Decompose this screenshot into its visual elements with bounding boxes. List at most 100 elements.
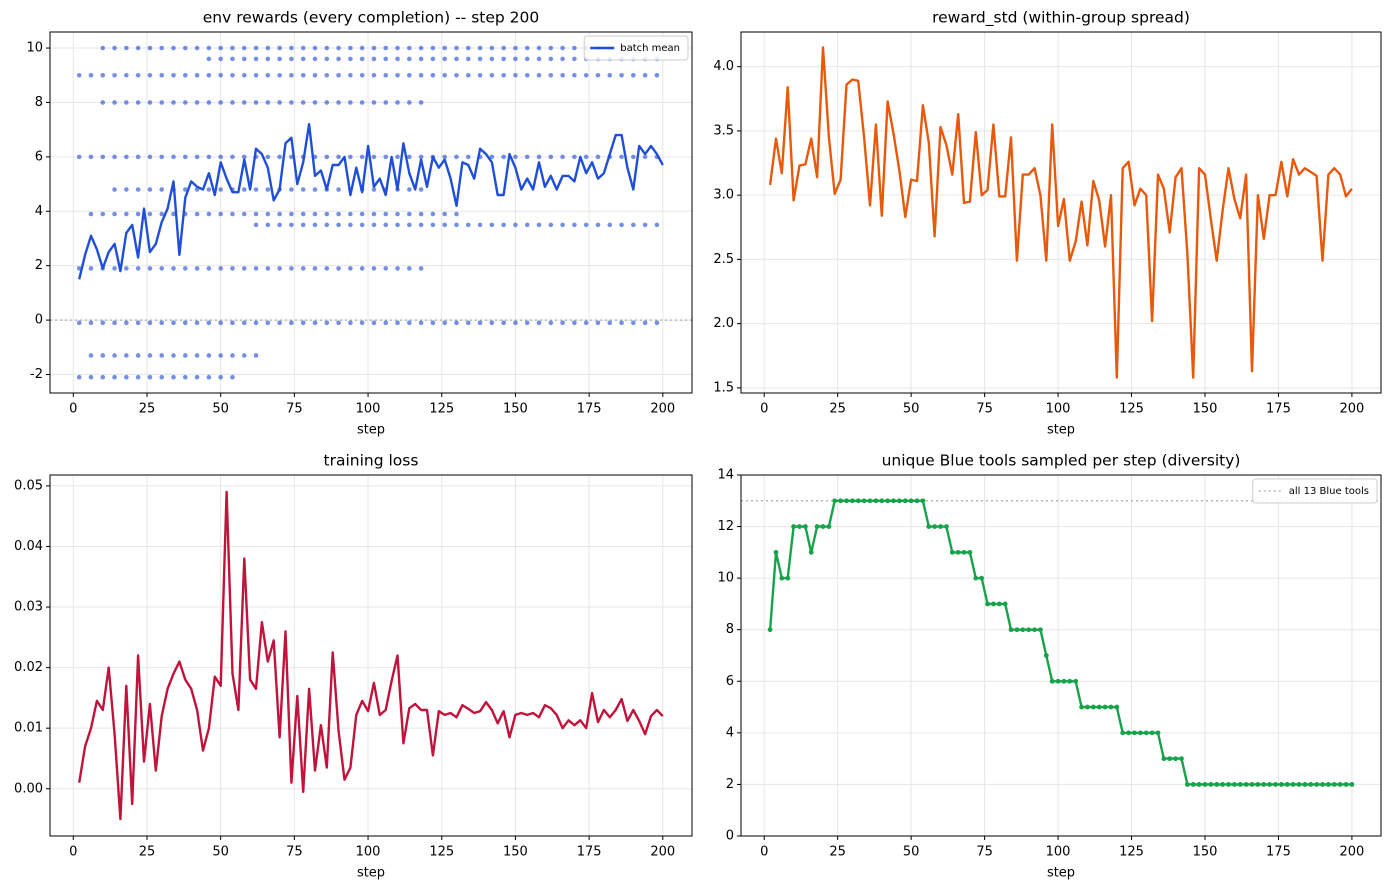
completion-point — [536, 154, 542, 160]
x-tick-label: 75 — [286, 402, 303, 417]
completion-point — [465, 154, 471, 160]
completion-point — [595, 320, 601, 326]
completion-point — [607, 320, 613, 326]
x-tick-label: 25 — [139, 402, 156, 417]
completion-point — [572, 72, 577, 78]
completion-point — [348, 56, 353, 62]
completion-point — [171, 211, 176, 217]
completion-point — [359, 154, 365, 160]
data-point — [902, 498, 908, 504]
completion-point — [407, 72, 412, 78]
data-point — [1202, 782, 1208, 787]
completion-point — [465, 72, 471, 78]
completion-point — [147, 320, 153, 326]
data-point — [838, 498, 844, 504]
completion-point — [88, 211, 94, 217]
completion-point — [336, 222, 341, 228]
data-point — [861, 498, 867, 504]
data-point — [1208, 782, 1214, 787]
completion-point — [147, 211, 153, 217]
completion-point — [336, 56, 341, 62]
completion-point — [454, 72, 459, 78]
x-axis-label: step — [357, 423, 385, 438]
completion-point — [430, 56, 436, 62]
data-line — [78, 490, 664, 821]
x-tick-label: 200 — [1339, 845, 1364, 860]
x-tick-label: 50 — [903, 402, 920, 417]
completion-point — [88, 266, 94, 271]
completion-point — [124, 320, 129, 326]
completion-point — [477, 320, 483, 326]
x-tick-label: 50 — [212, 845, 229, 860]
completion-point — [124, 266, 129, 271]
completion-point — [124, 154, 129, 160]
completion-point — [206, 320, 212, 326]
completion-point — [465, 320, 471, 326]
completion-point — [324, 45, 330, 51]
data-point — [1120, 730, 1126, 736]
data-point — [926, 524, 932, 529]
completion-point — [418, 56, 424, 62]
completion-point — [265, 72, 271, 78]
completion-point — [454, 45, 459, 51]
completion-point — [336, 266, 341, 271]
completion-point — [336, 211, 341, 217]
data-point — [1214, 782, 1220, 787]
completion-point — [230, 45, 235, 51]
x-axis-label: step — [1047, 866, 1075, 881]
completion-point — [595, 154, 601, 160]
completion-point — [524, 320, 530, 326]
completion-point — [300, 187, 306, 192]
x-tick-label: 75 — [976, 402, 993, 417]
x-tick-label: 150 — [503, 845, 528, 860]
completion-point — [171, 154, 176, 160]
completion-point — [359, 100, 365, 105]
completion-point — [230, 100, 235, 105]
completion-point — [442, 211, 447, 217]
completion-point — [501, 320, 506, 326]
data-point — [1290, 782, 1296, 787]
completion-point — [371, 45, 377, 51]
completion-point — [171, 266, 176, 271]
completion-point — [465, 222, 471, 228]
completion-point — [206, 374, 212, 380]
completion-point — [289, 222, 294, 228]
data-point — [867, 498, 873, 504]
completion-point — [100, 45, 106, 51]
completion-point — [371, 320, 377, 326]
completion-point — [241, 266, 247, 271]
completion-point — [418, 211, 424, 217]
data-point — [1302, 782, 1308, 787]
y-tick-label: 1.5 — [713, 380, 734, 395]
data-point — [855, 498, 861, 504]
completion-point — [182, 72, 188, 78]
y-tick-label: 3.0 — [713, 188, 734, 203]
completion-point — [182, 266, 188, 271]
completion-point — [218, 56, 223, 62]
completion-point — [159, 72, 165, 78]
completion-point — [324, 222, 330, 228]
completion-point — [524, 56, 530, 62]
completion-point — [135, 374, 141, 380]
data-point — [1249, 782, 1255, 787]
completion-point — [265, 100, 271, 105]
completion-point — [383, 72, 389, 78]
y-tick-label: 4.0 — [713, 59, 734, 74]
completion-point — [383, 56, 389, 62]
data-point — [1061, 678, 1067, 684]
completion-point — [88, 353, 94, 358]
completion-point — [265, 45, 271, 51]
y-tick-label: 2 — [35, 258, 43, 273]
completion-point — [206, 45, 212, 51]
completion-point — [300, 56, 306, 62]
completion-point — [548, 222, 554, 228]
completion-point — [324, 100, 330, 105]
completion-point — [607, 72, 613, 78]
data-line — [768, 46, 1353, 379]
completion-point — [253, 320, 259, 326]
legend-box — [1252, 478, 1378, 504]
data-point — [1284, 782, 1290, 787]
completion-point — [135, 353, 141, 358]
completion-point — [194, 211, 200, 217]
completion-point — [407, 56, 412, 62]
